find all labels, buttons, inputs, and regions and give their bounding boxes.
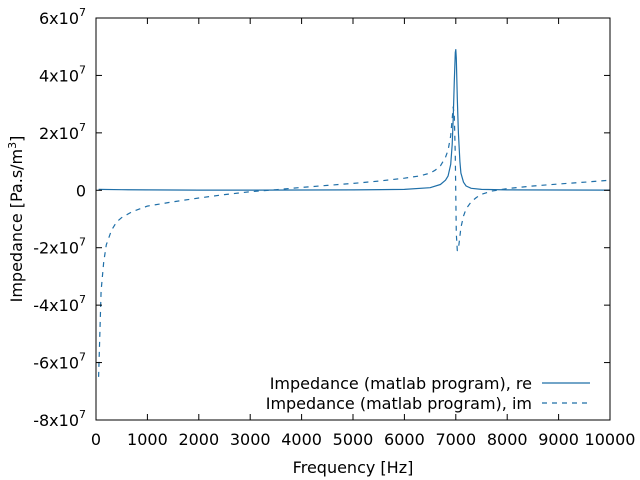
x-tick-label: 10000: [585, 430, 636, 449]
legend-label-im: Impedance (matlab program), im: [266, 394, 532, 413]
x-tick-label: 8000: [487, 430, 528, 449]
y-axis-title-prefix: Impedance [Pa.s/m: [7, 149, 26, 303]
legend: Impedance (matlab program), re Impedance…: [266, 374, 590, 413]
y-tick-label: -4x107: [33, 293, 86, 315]
y-tick-label: 2x107: [39, 121, 86, 143]
x-axis-ticks: 0 1000 2000 3000 4000 5000 6000 7000 8000 9000 100…: [91, 18, 636, 449]
y-tick-label: 4x107: [39, 63, 86, 85]
x-tick-label: 1000: [127, 430, 168, 449]
y-axis-title-suffix: ]: [7, 136, 26, 142]
y-tick-label: 6x107: [39, 6, 86, 28]
x-tick-label: 7000: [435, 430, 476, 449]
y-tick-label: -2x107: [33, 236, 86, 258]
x-tick-label: 2000: [178, 430, 219, 449]
x-tick-label: 3000: [230, 430, 271, 449]
y-axis-title-superscript: 3: [6, 142, 19, 149]
legend-label-re: Impedance (matlab program), re: [270, 374, 532, 393]
x-tick-label: 0: [91, 430, 101, 449]
y-axis-ticks: 6x107 4x107 2x107 0 -2x107 -4x107 -6x107 -8x107: [33, 6, 610, 430]
x-tick-label: 4000: [281, 430, 322, 449]
x-tick-label: 9000: [538, 430, 579, 449]
x-tick-label: 6000: [384, 430, 425, 449]
plot-series-layer: [98, 48, 611, 377]
series-line-re: [98, 48, 611, 191]
y-axis-title: Impedance [Pa.s/m3]: [6, 136, 26, 303]
y-tick-label: 0: [76, 181, 86, 200]
y-tick-label: -6x107: [33, 351, 86, 373]
x-tick-label: 5000: [333, 430, 374, 449]
plot-frame: [95, 17, 611, 421]
x-axis-title: Frequency [Hz]: [293, 458, 414, 477]
y-tick-label: -8x107: [33, 408, 86, 430]
series-line-im: [98, 106, 611, 377]
